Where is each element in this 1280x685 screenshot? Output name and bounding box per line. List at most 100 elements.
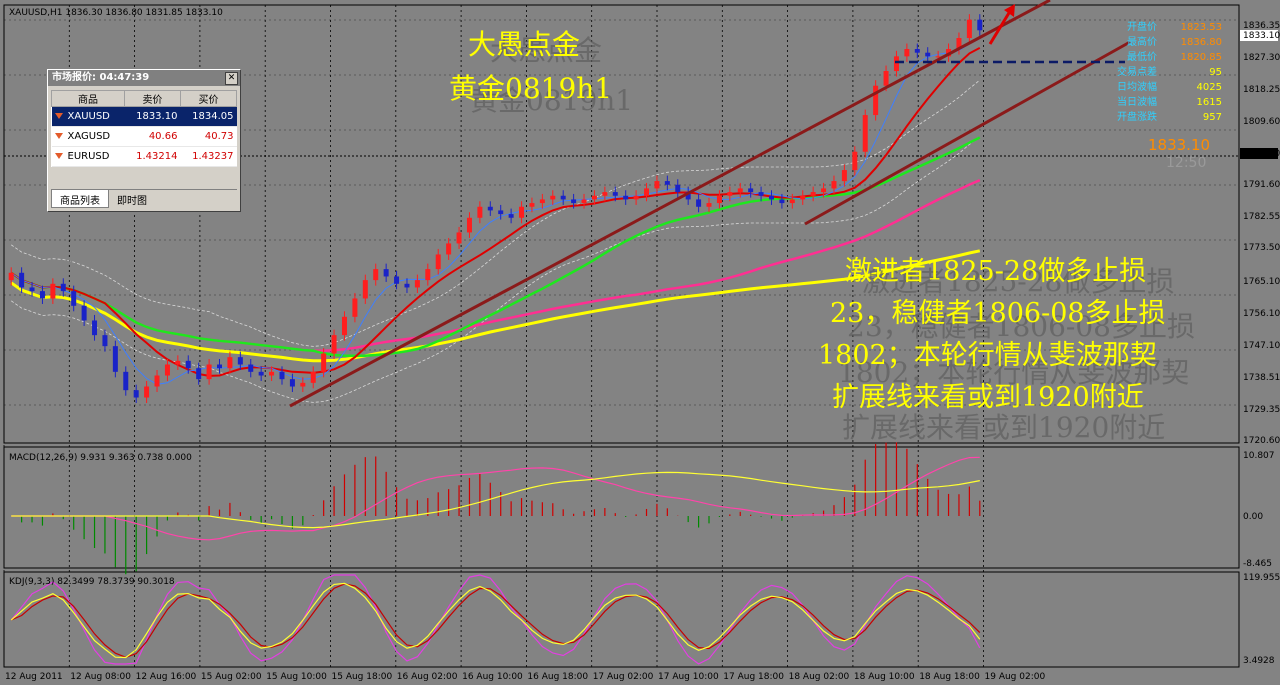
candle-body xyxy=(446,243,452,255)
candle-body xyxy=(498,210,504,215)
note-shadow-3: 1802；本轮行情从斐波那契 xyxy=(838,356,1189,389)
candle-body xyxy=(685,192,691,200)
candle-body xyxy=(60,283,66,292)
col-symbol[interactable]: 商品 xyxy=(51,90,125,107)
stat-value: 1615 xyxy=(1197,97,1222,108)
macd-axis-label: 10.807 xyxy=(1243,451,1275,461)
table-row[interactable]: EURUSD 1.43214 1.43237 xyxy=(51,146,237,167)
tab-tick-chart[interactable]: 即时图 xyxy=(117,196,147,207)
main-header: XAUUSD,H1 1836.30 1836.80 1831.85 1833.1… xyxy=(9,8,223,18)
price-axis-label: 1773.50 xyxy=(1243,243,1280,253)
candle-body xyxy=(956,38,962,50)
price-axis-label: 1833.10 xyxy=(1243,31,1280,41)
price-axis-label: 1791.60 xyxy=(1243,180,1280,190)
price-axis-label: 1782.55 xyxy=(1243,212,1280,222)
candle-body xyxy=(893,56,899,72)
candle-body xyxy=(217,364,223,369)
close-icon[interactable]: ✕ xyxy=(225,72,238,85)
ask: 40.73 xyxy=(180,126,237,147)
candle-body xyxy=(279,371,285,380)
candle-body xyxy=(810,192,816,196)
market-watch-window[interactable]: 市场报价: 04:47:39 ✕ 商品 卖价 买价 XAUUSD 1833.10… xyxy=(47,69,241,212)
symbol: XAUUSD xyxy=(67,111,110,122)
stat-value: 1820.85 xyxy=(1181,52,1222,63)
candle-body xyxy=(904,49,910,57)
candle-body xyxy=(914,49,920,53)
stat-value: 1823.53 xyxy=(1181,22,1222,33)
candle-body xyxy=(133,390,139,398)
macd-axis-label: 0.00 xyxy=(1243,512,1263,522)
candle-body xyxy=(539,199,545,204)
trend-line xyxy=(289,0,1051,408)
stat-value: 4025 xyxy=(1197,82,1222,93)
candle-body xyxy=(748,188,754,193)
candle-body xyxy=(716,195,722,204)
stat-value: 1836.80 xyxy=(1181,37,1222,48)
kdj-d-line xyxy=(10,583,981,658)
candle-body xyxy=(935,56,941,58)
candle-body xyxy=(123,371,129,391)
price-axis-label: 1818.25 xyxy=(1243,85,1280,95)
candle-body xyxy=(602,192,608,196)
candle-body xyxy=(591,195,597,200)
down-arrow-icon xyxy=(54,133,63,139)
price-axis-label: 1827.30 xyxy=(1243,53,1280,63)
ask: 1834.05 xyxy=(180,106,237,127)
level-price-box xyxy=(1240,148,1278,159)
current-price-box xyxy=(1240,30,1278,41)
candle-body xyxy=(19,272,25,288)
candle-body xyxy=(227,357,233,369)
bollinger-upper xyxy=(10,79,981,347)
candle-body xyxy=(852,151,858,171)
candle-body xyxy=(612,192,618,196)
tab-symbols[interactable]: 商品列表 xyxy=(51,190,109,208)
candle-body xyxy=(102,335,108,347)
candle-body xyxy=(779,199,785,204)
time-axis-label: 17 Aug 02:00 xyxy=(593,672,654,682)
table-row[interactable]: XAUUSD 1833.10 1834.05 xyxy=(51,106,237,127)
bid: 40.66 xyxy=(124,126,181,147)
time-axis-label: 18 Aug 10:00 xyxy=(854,672,915,682)
candle-body xyxy=(466,217,472,233)
candle-body xyxy=(144,386,150,398)
note-shadow-4: 扩展线来看或到1920附近 xyxy=(842,411,1165,444)
market-watch-title[interactable]: 市场报价: 04:47:39 xyxy=(48,70,240,86)
candle-body xyxy=(206,364,212,380)
candle-body xyxy=(237,357,243,365)
price-axis-label: 1756.10 xyxy=(1243,309,1280,319)
candle-body xyxy=(727,192,733,196)
candle-body xyxy=(644,188,650,196)
stat-label: 日均波幅 xyxy=(1117,80,1157,93)
candle-body xyxy=(654,181,660,189)
candle-body xyxy=(841,170,847,182)
col-bid[interactable]: 卖价 xyxy=(123,90,181,107)
time-axis-label: 12 Aug 16:00 xyxy=(136,672,197,682)
col-ask[interactable]: 买价 xyxy=(179,90,238,107)
price-axis-label: 1809.60 xyxy=(1243,117,1280,127)
kdj-header: KDJ(9,3,3) 82.3499 78.3739 90.3018 xyxy=(9,577,175,587)
time-axis-label: 17 Aug 10:00 xyxy=(658,672,719,682)
macd-axis-label: -8.465 xyxy=(1243,559,1272,569)
candle-body xyxy=(800,195,806,200)
market-watch-table: 商品 卖价 买价 XAUUSD 1833.10 1834.05 XAGUSD 4… xyxy=(51,90,238,167)
candle-body xyxy=(862,115,868,152)
time-axis-label: 16 Aug 18:00 xyxy=(527,672,588,682)
symbol: XAGUSD xyxy=(67,131,111,142)
down-arrow-icon xyxy=(54,153,63,159)
price-axis-label: 1765.10 xyxy=(1243,277,1280,287)
price-axis-label: 1800.70 xyxy=(1243,149,1280,159)
time-axis-label: 18 Aug 18:00 xyxy=(919,672,980,682)
note-shadow-1: 激进者1825-28做多止损 xyxy=(862,265,1174,298)
table-row[interactable]: XAGUSD 40.66 40.73 xyxy=(51,126,237,147)
stat-label: 当日波幅 xyxy=(1117,95,1157,108)
candle-body xyxy=(821,188,827,193)
candle-body xyxy=(112,346,118,372)
candle-body xyxy=(487,206,493,211)
kdj-axis-label: 3.4928 xyxy=(1243,656,1275,666)
candle-body xyxy=(310,371,316,383)
stat-label: 最低价 xyxy=(1127,50,1157,63)
candle-body xyxy=(404,283,410,288)
macd-header: MACD(12,26,9) 9.931 9.363 0.738 0.000 xyxy=(9,453,192,463)
candle-body xyxy=(664,181,670,185)
